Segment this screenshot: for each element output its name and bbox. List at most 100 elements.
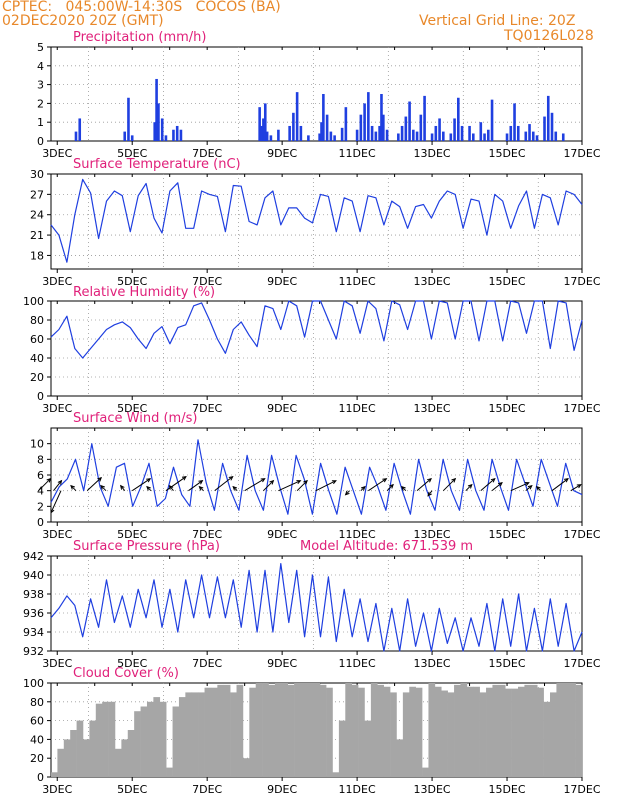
y-tick-label: 20 bbox=[30, 371, 44, 384]
wind-arrow-head bbox=[198, 485, 204, 491]
x-tick-label: 7DEC bbox=[192, 275, 222, 288]
wind-arrow-shaft bbox=[50, 490, 62, 513]
cloud-bar bbox=[390, 692, 397, 777]
x-tick-label: 15DEC bbox=[488, 657, 525, 670]
y-tick-label: 938 bbox=[23, 588, 44, 601]
cloud-bar bbox=[422, 767, 429, 777]
y-tick-label: 2 bbox=[37, 500, 44, 513]
cloud-bar bbox=[313, 683, 320, 777]
cloud-bar bbox=[108, 701, 116, 777]
wind-arrow-shaft bbox=[368, 478, 387, 492]
cloud-bar bbox=[95, 703, 103, 777]
precip-bar bbox=[468, 125, 471, 141]
cloud-bar bbox=[294, 683, 301, 777]
precip-bar bbox=[374, 131, 378, 141]
x-tick-label: 7DEC bbox=[192, 147, 222, 160]
x-tick-label: 11DEC bbox=[339, 275, 376, 288]
precip-bar bbox=[457, 97, 460, 141]
wind-arrow-shaft bbox=[53, 480, 62, 491]
x-tick-label: 3DEC bbox=[42, 147, 72, 160]
x-tick-label: 13DEC bbox=[414, 657, 451, 670]
y-tick-label: 8 bbox=[37, 453, 44, 466]
y-tick-label: 18 bbox=[30, 249, 44, 262]
x-tick-label: 17DEC bbox=[563, 402, 600, 415]
panel-title: Surface Temperature (nC) bbox=[73, 157, 241, 172]
cloud-bar bbox=[466, 686, 474, 777]
wind-arrow-head bbox=[57, 479, 63, 485]
wind-arrow-shaft bbox=[263, 480, 274, 492]
precip-bar bbox=[415, 131, 419, 141]
y-tick-label: 0 bbox=[37, 135, 44, 148]
y-tick-label: 30 bbox=[30, 168, 44, 181]
precip-bar bbox=[408, 101, 411, 141]
panel-title: Precipitation (mm/h) bbox=[73, 30, 206, 45]
x-tick-label: 17DEC bbox=[563, 528, 600, 541]
y-tick-label: 100 bbox=[23, 677, 44, 690]
cloud-bar bbox=[511, 688, 519, 777]
precip-bar bbox=[524, 131, 528, 141]
wind-arrow-shaft bbox=[510, 482, 529, 492]
cloud-bar bbox=[537, 687, 544, 777]
precip-bar bbox=[554, 131, 558, 141]
precip-bar bbox=[123, 131, 127, 141]
cloud-bar bbox=[70, 730, 77, 777]
precip-bar bbox=[355, 129, 359, 141]
y-tick-label: 80 bbox=[30, 696, 44, 709]
y-tick-label: 40 bbox=[30, 733, 44, 746]
x-tick-label: 13DEC bbox=[414, 402, 451, 415]
pres-series-line bbox=[50, 563, 583, 652]
cloud-bar bbox=[569, 683, 576, 777]
wind-arrow-shaft bbox=[315, 480, 337, 492]
wind-arrow-head bbox=[451, 477, 457, 483]
precip-bar bbox=[483, 133, 486, 141]
cloud-bar bbox=[51, 772, 58, 777]
precip-bar bbox=[322, 94, 325, 141]
wind-arrow-shaft bbox=[570, 484, 582, 492]
y-tick-label: 0 bbox=[37, 771, 44, 784]
header-run-id: TQ0126L028 bbox=[504, 28, 594, 44]
y-tick-label: 40 bbox=[30, 352, 44, 365]
x-tick-label: 15DEC bbox=[488, 528, 525, 541]
wind-arrow-head bbox=[535, 485, 541, 491]
x-tick-label: 3DEC bbox=[42, 783, 72, 796]
y-tick-label: 6 bbox=[37, 469, 44, 482]
precip-bar bbox=[155, 78, 158, 141]
wind-arrow-head bbox=[198, 480, 204, 485]
cloud-bar bbox=[306, 683, 314, 777]
wind-arrow-head bbox=[524, 482, 530, 487]
cloud-bar bbox=[518, 686, 525, 777]
wind-arrow-head bbox=[260, 478, 266, 483]
precip-bar bbox=[263, 103, 267, 141]
y-tick-label: 1 bbox=[37, 116, 44, 129]
cloud-bar bbox=[492, 684, 500, 777]
cloud-bar bbox=[396, 739, 404, 777]
cloud-bar bbox=[230, 692, 237, 777]
x-tick-label: 3DEC bbox=[42, 402, 72, 415]
x-tick-label: 9DEC bbox=[267, 147, 297, 160]
precip-bar bbox=[367, 92, 370, 141]
x-tick-label: 5DEC bbox=[117, 147, 147, 160]
cloud-bar bbox=[281, 683, 289, 777]
temp-series-line bbox=[50, 178, 583, 263]
wind-arrow-shaft bbox=[386, 484, 394, 492]
cloud-bar bbox=[479, 692, 487, 777]
cloud-bar bbox=[370, 683, 378, 777]
precip-bar bbox=[258, 107, 261, 141]
cloud-bar bbox=[550, 692, 557, 777]
precip-bar bbox=[453, 118, 456, 141]
cloud-bar bbox=[364, 720, 372, 777]
header-station: CPTEC: 045:00W-14:30S COCOS (BA) bbox=[2, 0, 281, 15]
panel-annotation: Model Altitude: 671.539 m bbox=[300, 539, 473, 554]
precip-bar bbox=[382, 114, 385, 141]
x-tick-label: 5DEC bbox=[117, 528, 147, 541]
wind-arrow-head bbox=[527, 484, 533, 490]
x-tick-label: 5DEC bbox=[117, 402, 147, 415]
cloud-bar bbox=[505, 688, 512, 777]
precip-bar bbox=[262, 118, 265, 141]
cloud-bar bbox=[249, 687, 257, 777]
panel-frame bbox=[50, 46, 583, 142]
panel-precip: Precipitation (mm/h) 0 1 2 3 4 5 3DEC 5DEC 7DEC 9D… bbox=[37, 30, 601, 160]
x-tick-label: 7DEC bbox=[192, 783, 222, 796]
wind-arrow-head bbox=[70, 484, 75, 490]
wind-arrow-head bbox=[331, 480, 337, 485]
